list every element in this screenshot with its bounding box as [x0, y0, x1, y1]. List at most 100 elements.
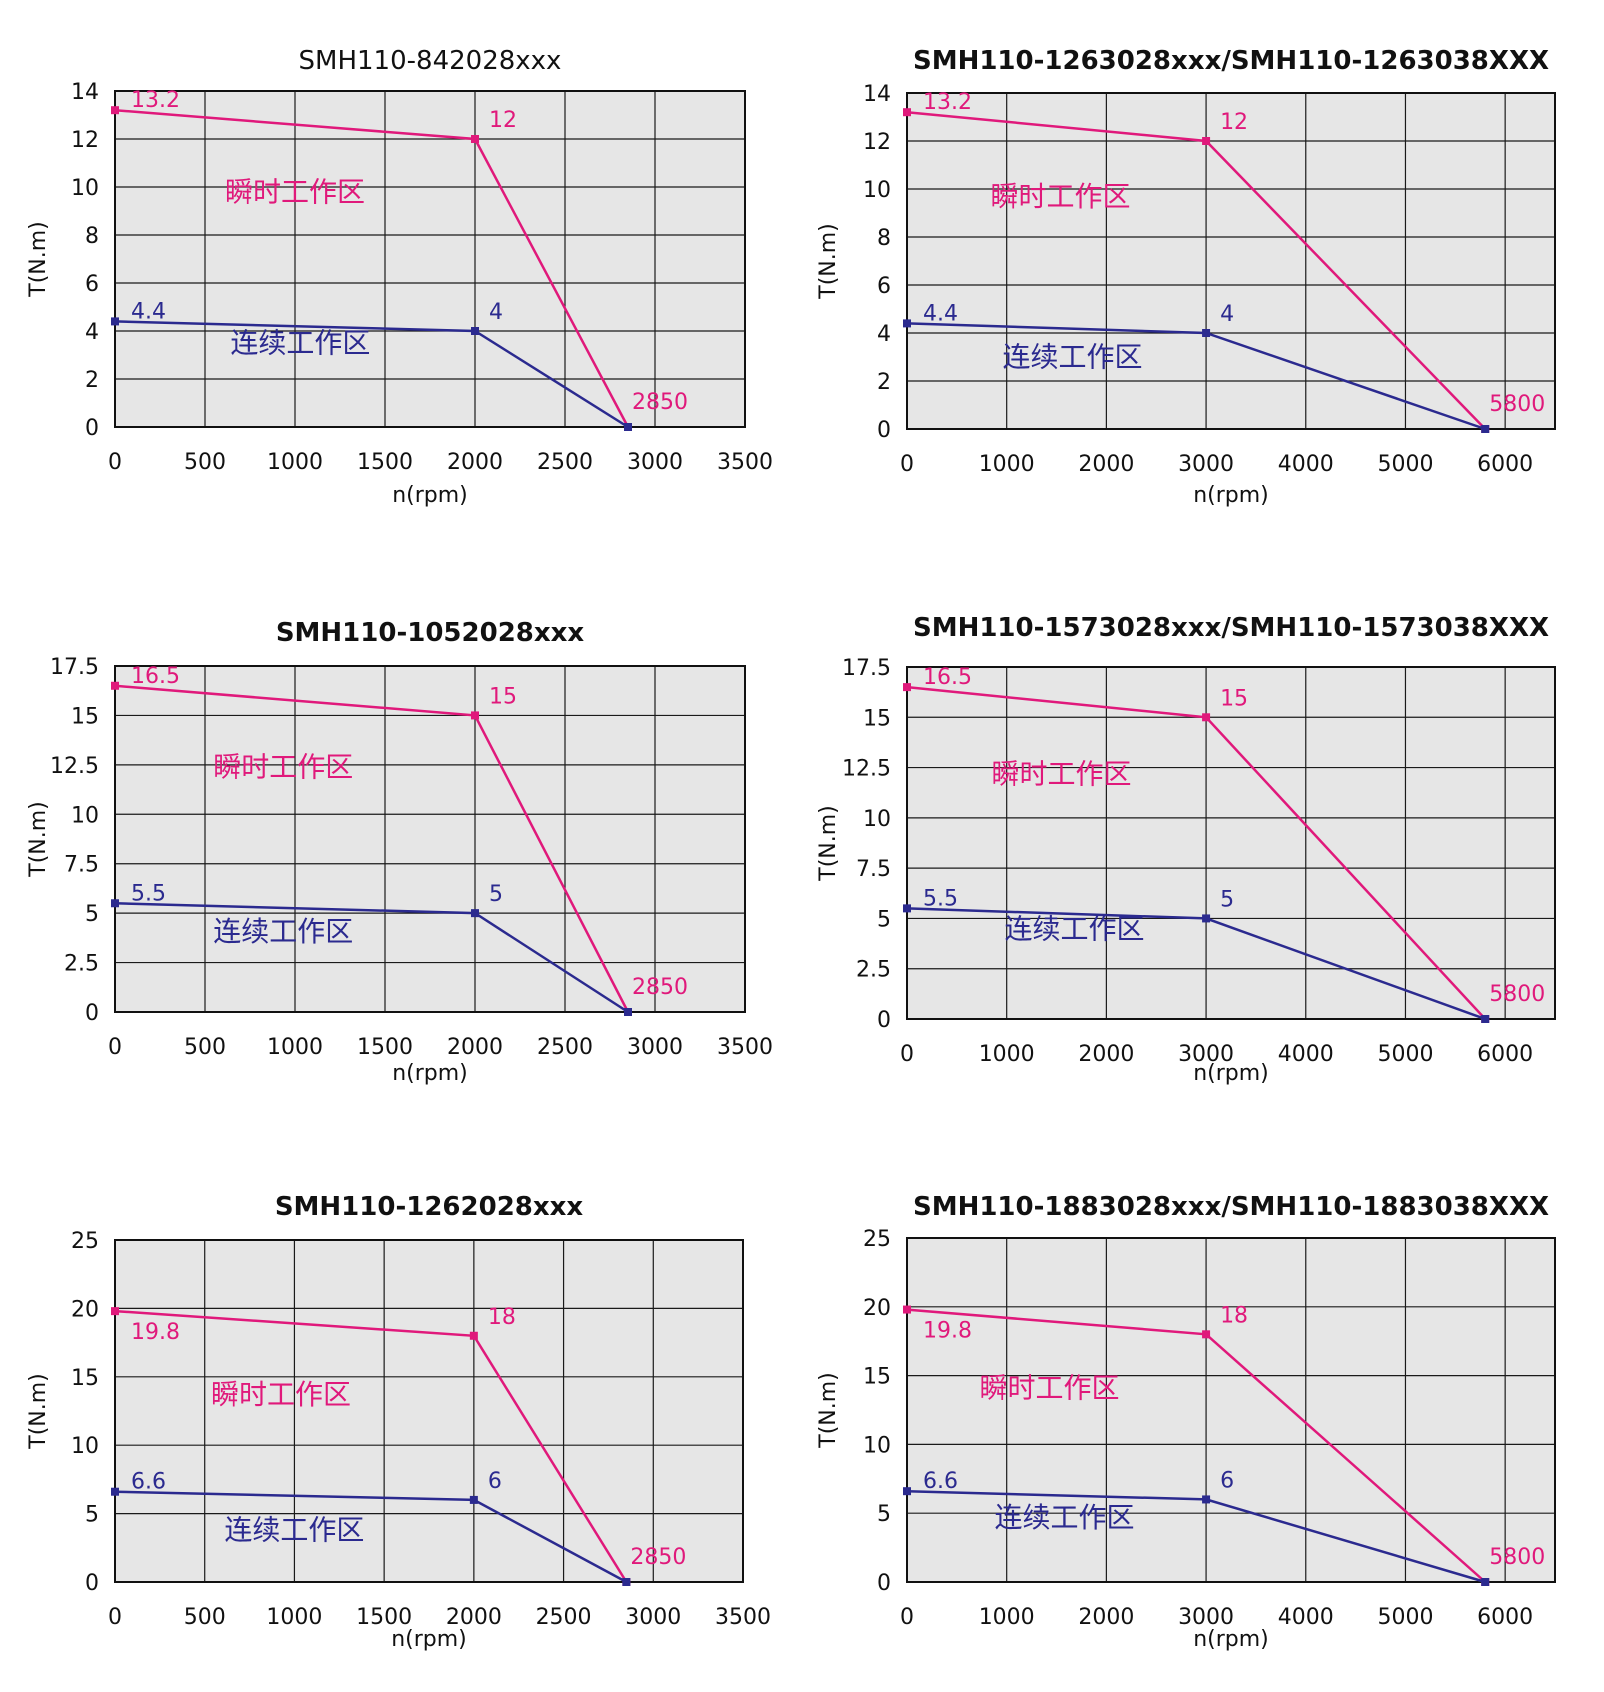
data-label: 19.8	[131, 1320, 180, 1345]
plot-area	[115, 1240, 743, 1582]
x-axis-label: n(rpm)	[1193, 1061, 1269, 1086]
data-label: 4	[489, 300, 503, 325]
y-tick-label: 14	[863, 82, 891, 107]
y-tick-label: 5	[877, 907, 891, 932]
chart-title: SMH110-842028xxx	[299, 46, 562, 76]
y-axis-label: T(N.m)	[26, 801, 51, 878]
chart-panel-4: 0 1000 2000 3000 4000 5000 6000 0 2.5 5 7.5 10 12.5 1…	[816, 613, 1556, 1086]
data-label: 2850	[630, 1545, 686, 1570]
chart-panel-1: 0 500 1000 1500 2000 2500 3000 3500 0 2 4 6 8 10 12 14 S…	[26, 46, 773, 508]
x-tick-label: 1000	[266, 1605, 322, 1630]
data-label: 4.4	[923, 301, 958, 326]
x-tick-label: 6000	[1477, 1605, 1533, 1630]
y-axis-label: T(N.m)	[816, 1372, 841, 1449]
chart-panel-5: 0 500 1000 1500 2000 2500 3000 3500 0 5 10 15 20 25 SM…	[26, 1192, 771, 1652]
data-point	[1202, 914, 1211, 923]
plot-area	[907, 667, 1555, 1019]
plot-area	[115, 91, 745, 427]
x-tick-label: 500	[184, 1035, 226, 1060]
y-tick-label: 0	[877, 1008, 891, 1033]
x-tick-label: 2500	[537, 450, 593, 475]
data-label: 5	[1220, 887, 1234, 912]
data-label: 4	[1220, 302, 1234, 327]
data-label: 16.5	[131, 664, 180, 689]
data-label: 5800	[1489, 982, 1545, 1007]
x-tick-label: 1500	[357, 450, 413, 475]
chart-panel-6: 0 1000 2000 3000 4000 5000 6000 0 5 10 15 20 25 SMH11…	[816, 1192, 1556, 1652]
x-axis-label: n(rpm)	[1193, 483, 1269, 508]
data-point	[903, 1305, 911, 1314]
x-axis-label: n(rpm)	[391, 1627, 467, 1652]
data-point	[111, 106, 119, 115]
y-tick-label: 25	[71, 1229, 99, 1254]
y-tick-label: 0	[877, 1571, 891, 1596]
y-tick-label: 2	[85, 368, 99, 393]
data-point	[1481, 1015, 1490, 1023]
data-label: 6.6	[131, 1470, 166, 1495]
data-label: 2850	[632, 390, 688, 415]
y-tick-label: 6	[85, 272, 99, 297]
region-annotation: 瞬时工作区	[980, 1372, 1120, 1405]
y-tick-label: 25	[863, 1227, 891, 1252]
region-annotation: 瞬时工作区	[225, 175, 365, 208]
chart-title: SMH110-1573028xxx/SMH110-1573038XXX	[913, 613, 1549, 643]
data-label: 15	[1220, 686, 1248, 711]
data-point	[1202, 1495, 1211, 1504]
x-tick-label: 3000	[625, 1605, 681, 1630]
plot-frame	[114, 665, 746, 1013]
y-tick-label: 10	[863, 1433, 891, 1458]
y-tick-label: 2	[877, 370, 891, 395]
data-point	[903, 108, 911, 117]
y-axis-label: T(N.m)	[26, 1373, 51, 1450]
x-tick-label: 5000	[1377, 1042, 1433, 1067]
data-label: 2850	[632, 975, 688, 1000]
x-tick-label: 4000	[1278, 1605, 1334, 1630]
x-tick-label: 2500	[536, 1605, 592, 1630]
chart-panel-2: 0 1000 2000 3000 4000 5000 6000 0 2 4 6 8 10 12 14 SMH1…	[816, 46, 1556, 508]
data-point	[469, 1331, 478, 1340]
x-tick-label: 3000	[627, 1035, 683, 1060]
data-label: 16.5	[923, 665, 972, 690]
data-point	[471, 909, 479, 918]
y-tick-label: 8	[877, 226, 891, 251]
y-tick-label: 7.5	[856, 857, 891, 882]
data-point	[1202, 329, 1211, 337]
chart-title: SMH110-1262028xxx	[275, 1192, 584, 1222]
chart-title: SMH110-1052028xxx	[276, 618, 585, 648]
x-tick-label: 0	[900, 1605, 914, 1630]
y-axis-label: T(N.m)	[26, 221, 51, 298]
y-tick-label: 5	[85, 902, 99, 927]
data-label: 18	[1220, 1303, 1248, 1328]
y-tick-label: 7.5	[64, 853, 99, 878]
data-label: 19.8	[923, 1319, 972, 1344]
y-tick-label: 5	[85, 1503, 99, 1528]
x-tick-label: 4000	[1278, 452, 1334, 477]
x-tick-label: 1000	[979, 1042, 1035, 1067]
y-axis-label: T(N.m)	[816, 805, 841, 882]
data-point	[624, 1008, 632, 1016]
data-point	[903, 683, 911, 692]
x-tick-label: 2000	[1078, 1605, 1134, 1630]
data-label: 6	[488, 1469, 502, 1494]
data-point	[111, 1487, 119, 1496]
x-axis-label: n(rpm)	[1193, 1627, 1269, 1652]
y-tick-label: 12.5	[842, 757, 891, 782]
y-tick-label: 4	[85, 320, 99, 345]
y-tick-label: 14	[71, 80, 99, 105]
y-tick-label: 0	[877, 418, 891, 443]
y-tick-label: 10	[71, 176, 99, 201]
plot-frame	[114, 90, 746, 428]
region-annotation: 瞬时工作区	[991, 180, 1131, 213]
data-point	[471, 327, 479, 335]
x-tick-label: 1000	[267, 1035, 323, 1060]
y-axis-label: T(N.m)	[816, 223, 841, 300]
x-tick-label: 3500	[717, 450, 773, 475]
region-annotation: 瞬时工作区	[211, 1378, 351, 1411]
x-tick-label: 3000	[1178, 1605, 1234, 1630]
y-tick-label: 12.5	[50, 754, 99, 779]
data-label: 5800	[1489, 1545, 1545, 1570]
data-label: 13.2	[131, 88, 180, 113]
x-tick-label: 5000	[1377, 1605, 1433, 1630]
data-point	[1202, 713, 1211, 722]
